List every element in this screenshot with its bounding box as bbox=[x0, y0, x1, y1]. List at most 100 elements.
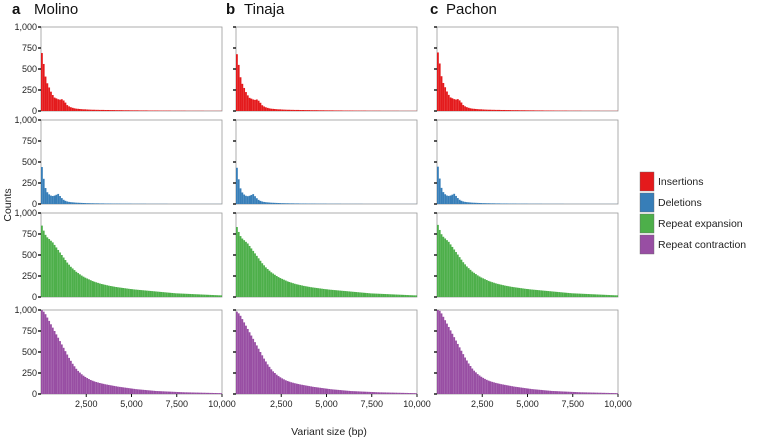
bar bbox=[545, 290, 548, 297]
bar bbox=[274, 373, 276, 394]
bar bbox=[158, 291, 161, 297]
bar bbox=[308, 286, 311, 297]
bar bbox=[113, 385, 116, 394]
bar bbox=[560, 292, 562, 297]
bar bbox=[118, 287, 121, 297]
bar bbox=[442, 316, 445, 394]
bar bbox=[261, 355, 264, 394]
bar bbox=[496, 383, 499, 394]
bar bbox=[266, 269, 269, 297]
bar bbox=[120, 110, 123, 111]
bar bbox=[66, 354, 69, 394]
bar bbox=[549, 291, 552, 297]
bar bbox=[243, 240, 246, 297]
bar bbox=[241, 319, 244, 394]
bar bbox=[88, 109, 90, 111]
bar bbox=[133, 289, 136, 297]
bar bbox=[330, 110, 332, 111]
bar bbox=[243, 194, 246, 204]
bar bbox=[59, 196, 61, 204]
panel-pachon-repeat-expansion bbox=[434, 212, 619, 298]
bar bbox=[292, 109, 294, 111]
bar bbox=[351, 291, 354, 297]
bar bbox=[126, 288, 128, 297]
bar bbox=[551, 110, 553, 111]
bar bbox=[153, 291, 156, 297]
bar bbox=[237, 313, 240, 394]
bar bbox=[129, 289, 132, 297]
bar bbox=[484, 109, 486, 111]
bar bbox=[565, 391, 568, 394]
bar bbox=[69, 107, 72, 111]
bar bbox=[339, 290, 341, 297]
bar bbox=[80, 374, 83, 394]
bar bbox=[319, 110, 322, 111]
bar bbox=[82, 202, 85, 204]
bar bbox=[375, 392, 378, 394]
bar bbox=[91, 109, 94, 111]
bar bbox=[237, 231, 240, 297]
bar bbox=[460, 200, 463, 204]
bar bbox=[540, 290, 542, 297]
bar bbox=[100, 109, 103, 111]
bar bbox=[438, 63, 441, 111]
bar bbox=[77, 108, 80, 111]
bar bbox=[321, 387, 323, 394]
bar bbox=[594, 294, 597, 297]
y-tick-label: 750 bbox=[22, 326, 37, 336]
bar bbox=[458, 347, 461, 394]
bar bbox=[469, 366, 472, 394]
bar bbox=[111, 385, 114, 394]
bar bbox=[246, 328, 249, 394]
panel-pachon-repeat-contraction: 2,500 5,000 7,500 10,000 bbox=[434, 309, 632, 409]
bar bbox=[109, 285, 112, 297]
bar bbox=[453, 99, 456, 111]
legend-swatch-repeat-contraction bbox=[639, 234, 655, 255]
bar bbox=[187, 293, 190, 297]
bar bbox=[295, 284, 298, 297]
bar bbox=[202, 392, 204, 394]
bar bbox=[264, 361, 267, 394]
bar bbox=[153, 110, 156, 111]
bar bbox=[398, 392, 401, 394]
bar bbox=[246, 95, 249, 111]
y-axis-title: Counts bbox=[2, 188, 14, 221]
bar bbox=[274, 109, 276, 111]
bar bbox=[453, 249, 456, 297]
bar bbox=[304, 110, 307, 111]
bar bbox=[264, 267, 267, 297]
bar bbox=[462, 354, 465, 394]
bar bbox=[73, 366, 76, 394]
bar bbox=[301, 110, 303, 111]
bar bbox=[375, 293, 378, 297]
bar bbox=[351, 391, 354, 394]
bar bbox=[543, 290, 546, 297]
bar bbox=[140, 290, 143, 297]
bar bbox=[313, 387, 316, 394]
bar bbox=[480, 109, 483, 111]
bar bbox=[378, 392, 381, 394]
bar bbox=[138, 389, 141, 394]
bar bbox=[82, 109, 85, 111]
bar bbox=[297, 109, 300, 111]
y-tick-label: 250 bbox=[22, 85, 37, 95]
bar bbox=[500, 109, 503, 111]
bar bbox=[397, 294, 399, 297]
bar bbox=[95, 381, 98, 394]
bar bbox=[437, 224, 439, 297]
bar bbox=[475, 274, 477, 297]
bar bbox=[357, 391, 360, 394]
panel-molino-insertions: 0 250 500 750 1,000 bbox=[14, 22, 223, 116]
x-tick-label: 7,500 bbox=[360, 399, 383, 409]
bar bbox=[193, 392, 195, 394]
bar bbox=[279, 109, 282, 111]
bar bbox=[236, 167, 238, 204]
bar bbox=[44, 188, 47, 204]
bar bbox=[246, 243, 249, 297]
bar bbox=[442, 83, 445, 111]
bar bbox=[449, 195, 452, 204]
bar bbox=[42, 311, 45, 394]
bar bbox=[380, 392, 383, 394]
bar bbox=[97, 282, 99, 297]
bar bbox=[471, 108, 474, 111]
